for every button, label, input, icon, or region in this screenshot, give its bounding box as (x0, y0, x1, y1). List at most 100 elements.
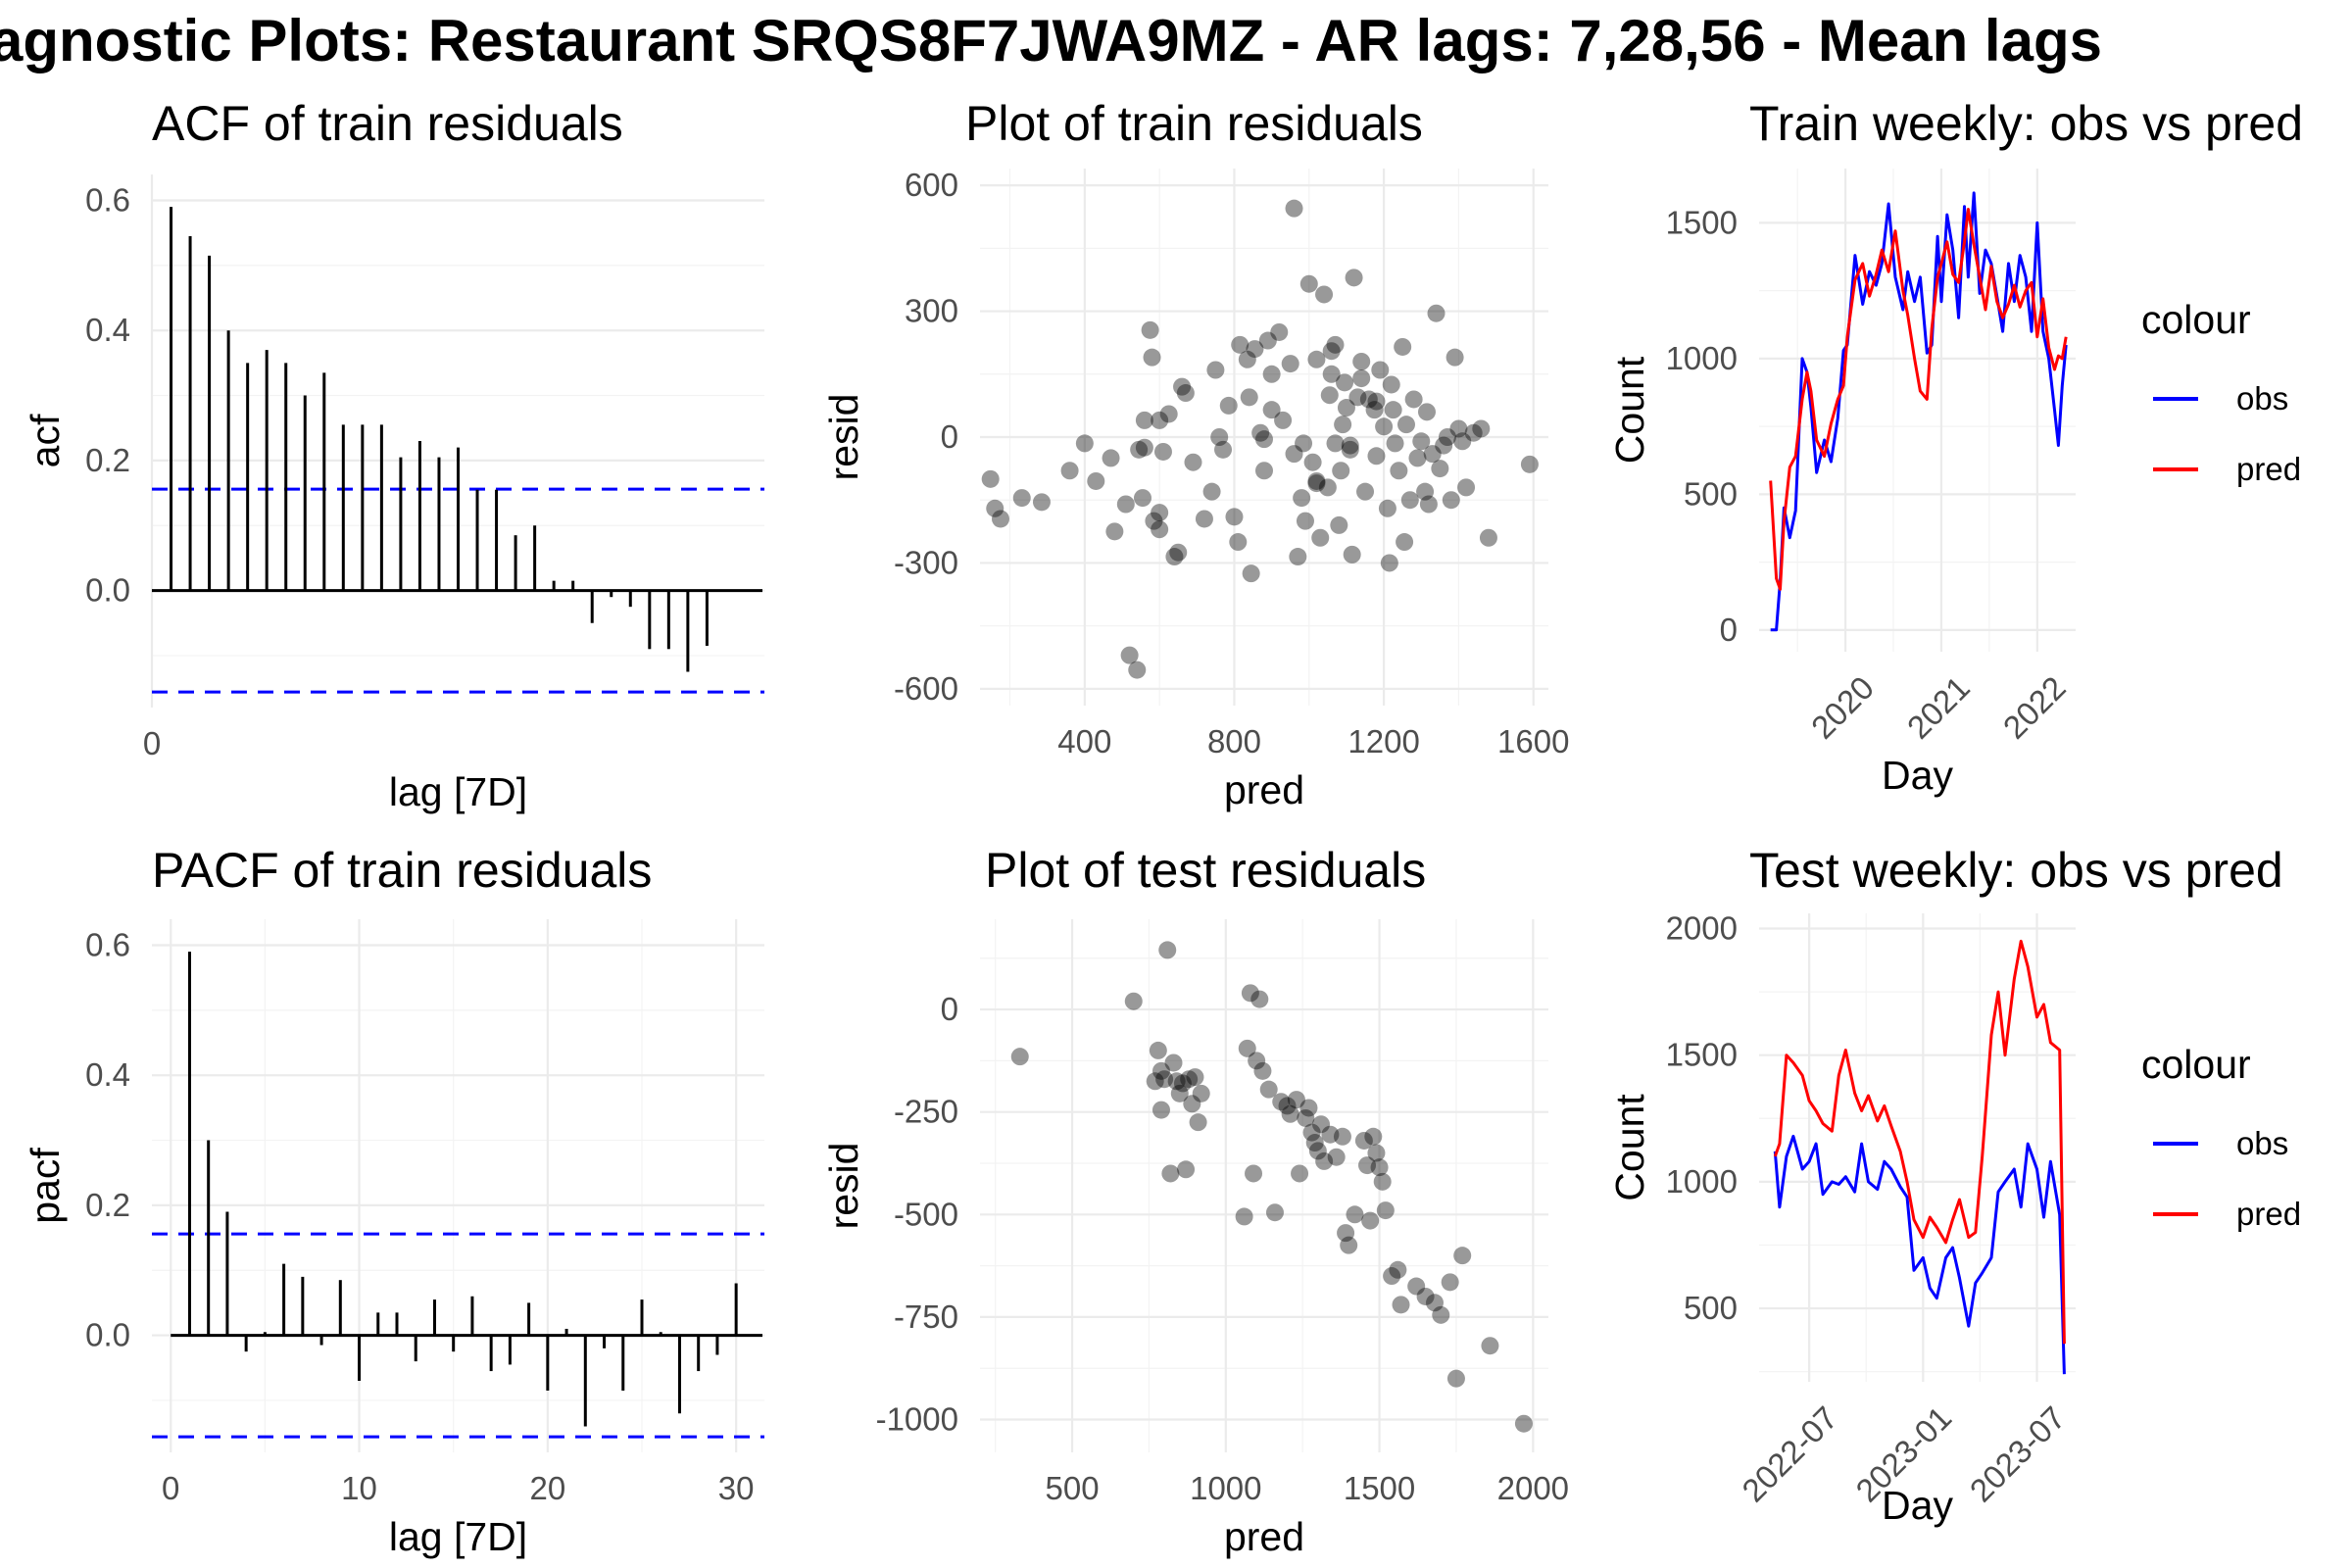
obs-series-line (1773, 1134, 2066, 1375)
residual-point (1417, 403, 1436, 421)
residual-point (1365, 401, 1384, 419)
x-tick-label: 2023-07 (1963, 1399, 2073, 1509)
residual-point (1270, 322, 1289, 341)
residual-point (1431, 460, 1449, 478)
train_weekly-title: Train weekly: obs vs pred (1749, 96, 2303, 151)
residual-point (1012, 489, 1031, 508)
residual-point (1258, 331, 1277, 350)
x-tick-label: 10 (341, 1470, 377, 1506)
residual-point (1394, 337, 1412, 356)
residual-point (1124, 992, 1143, 1010)
test_weekly-ylabel: Count (1607, 1094, 1652, 1201)
y-tick-label: 0.4 (85, 1056, 130, 1093)
y-tick-label: 600 (905, 167, 958, 203)
residual-point (1219, 396, 1238, 415)
y-tick-label: 0.6 (85, 182, 130, 219)
residual-point (1087, 471, 1105, 490)
residual-point (1416, 482, 1435, 501)
residual-point (1320, 386, 1339, 405)
residual-point (1153, 442, 1172, 461)
residual-point (1229, 533, 1248, 552)
residual-point (1322, 365, 1341, 383)
residual-point (1133, 489, 1152, 508)
residual-point (1416, 1287, 1435, 1305)
residual-point (1151, 504, 1169, 522)
legend-title: colour (2141, 1042, 2251, 1087)
residual-point (1303, 453, 1322, 471)
residual-point (1446, 1369, 1465, 1388)
residual-point (1285, 445, 1303, 464)
residual-point (1246, 340, 1264, 359)
residual-point (981, 469, 1000, 488)
residual-point (1255, 462, 1273, 480)
residual-point (1423, 445, 1442, 464)
residual-point (1343, 545, 1361, 564)
residual-point (1367, 1144, 1386, 1162)
residual-point (1407, 1277, 1426, 1296)
residual-point (1274, 411, 1293, 429)
residual-point (1152, 1101, 1170, 1119)
residual-point (1192, 1084, 1210, 1102)
residual-point (1299, 1099, 1318, 1117)
residual-point (1241, 984, 1259, 1003)
y-tick-label: 1500 (1666, 204, 1738, 240)
residual-point (1442, 491, 1460, 510)
residual-point (1248, 1052, 1266, 1070)
residual-point (1361, 1211, 1380, 1230)
residual-point (1287, 1091, 1305, 1109)
test_resid-panel: -1000 -750 -500 -250 0 500 1000 1500 2000 Plot of… (821, 843, 1569, 1559)
residual-point (1315, 285, 1334, 304)
residual-point (1371, 361, 1390, 379)
residual-point (1386, 434, 1404, 453)
residual-point (1245, 1164, 1263, 1183)
residual-point (1464, 423, 1483, 442)
residual-point (1010, 1048, 1029, 1066)
acf-ylabel: acf (23, 414, 68, 467)
residual-point (1358, 1156, 1377, 1175)
residual-point (1481, 1337, 1499, 1355)
y-tick-label: 0.0 (85, 1317, 130, 1353)
residual-point (1075, 434, 1094, 453)
figure-title: agnostic Plots: Restaurant SRQS8F7JWA9MZ… (0, 8, 2102, 74)
residual-point (1278, 1097, 1297, 1115)
pred-series-line (1769, 208, 2068, 591)
residual-point (1135, 411, 1153, 429)
residual-point (1253, 1061, 1272, 1080)
x-tick-label: 500 (1046, 1470, 1100, 1506)
residual-point (991, 510, 1009, 528)
legend-label-pred: pred (2236, 451, 2301, 487)
residual-point (1291, 1164, 1309, 1183)
pacf-panel: 0.0 0.2 0.4 0.6 0 10 20 30 PACF of train residua… (23, 843, 764, 1559)
residual-point (1397, 416, 1415, 434)
residual-point (1427, 304, 1446, 322)
residual-point (1400, 491, 1419, 510)
residual-point (1408, 449, 1427, 467)
residual-point (1152, 1061, 1170, 1080)
y-tick-label: 2000 (1666, 910, 1738, 947)
residual-point (1184, 453, 1202, 471)
residual-point (1382, 375, 1400, 394)
residual-point (1364, 1127, 1383, 1146)
residual-point (1151, 520, 1169, 539)
y-tick-label: 0 (1720, 612, 1738, 648)
residual-point (1312, 1115, 1330, 1134)
residual-point (1149, 1041, 1167, 1059)
residual-point (1341, 440, 1359, 459)
y-tick-label: -600 (894, 670, 958, 707)
residual-point (1143, 348, 1161, 367)
x-tick-label: 2020 (1804, 669, 1881, 746)
residual-point (1404, 390, 1423, 409)
x-tick-label: 1000 (1190, 1470, 1261, 1506)
residual-point (1299, 274, 1318, 293)
residual-point (1032, 493, 1051, 512)
y-tick-label: 0.4 (85, 312, 130, 348)
residual-point (1177, 1160, 1196, 1179)
acf-xlabel: lag [7D] (389, 769, 527, 814)
y-tick-label: 1500 (1666, 1037, 1738, 1073)
x-tick-label: 0 (143, 725, 161, 761)
residual-point (1135, 438, 1153, 457)
residual-point (1367, 447, 1386, 466)
residual-point (1352, 369, 1371, 388)
residual-point (1352, 352, 1371, 370)
y-tick-label: 500 (1684, 475, 1738, 512)
